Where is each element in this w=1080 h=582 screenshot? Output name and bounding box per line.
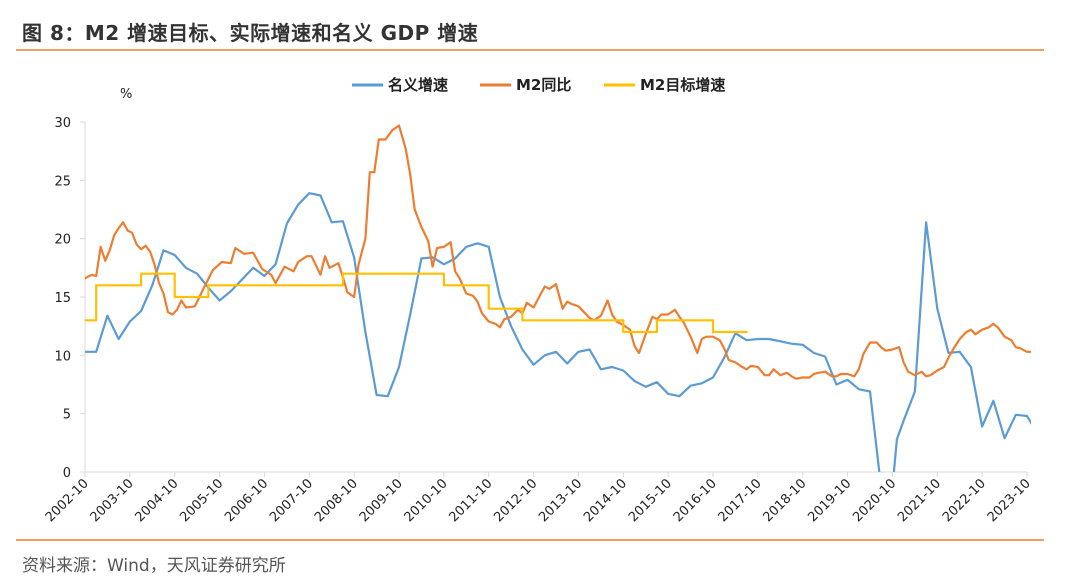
- x-tick-label: 2003-10: [88, 476, 137, 525]
- header-divider: [16, 49, 1044, 51]
- x-tick-label: 2005-10: [177, 476, 226, 525]
- legend-label-nominal: 名义增速: [388, 76, 448, 94]
- series-line-target: [85, 272, 748, 334]
- x-tick-label: 2016-10: [671, 476, 720, 525]
- x-tick-label: 2022-10: [940, 476, 989, 525]
- x-tick-label: 2008-10: [312, 476, 361, 525]
- x-tick-label: 2002-10: [43, 476, 92, 525]
- plot-area: [85, 124, 1031, 472]
- y-tick-label: 20: [54, 233, 71, 248]
- y-tick-label: 5: [63, 408, 71, 423]
- x-tick-label: 2019-10: [805, 476, 854, 525]
- x-tick-label: 2004-10: [133, 476, 182, 525]
- y-tick-label: 10: [54, 349, 71, 364]
- x-axis: 2002-102003-102004-102005-102006-102007-…: [43, 471, 1034, 525]
- x-tick-label: 2015-10: [626, 476, 675, 525]
- legend-label-target: M2目标增速: [640, 76, 725, 94]
- y-tick-label: 0: [63, 466, 71, 481]
- y-axis: 0 5 10 15 20 25 30: [54, 116, 86, 481]
- x-tick-label: 2017-10: [716, 476, 765, 525]
- footer-divider: [16, 539, 1044, 541]
- y-tick-label: 25: [54, 174, 71, 189]
- x-tick-label: 2010-10: [402, 476, 451, 525]
- x-tick-label: 2007-10: [267, 476, 316, 525]
- chart-legend: 名义增速 M2同比 M2目标增速: [352, 76, 725, 94]
- y-axis-unit-label: %: [120, 87, 132, 102]
- x-tick-label: 2006-10: [222, 476, 271, 525]
- x-tick-label: 2014-10: [581, 476, 630, 525]
- x-tick-label: 2018-10: [761, 476, 810, 525]
- page-title: 图 8：M2 增速目标、实际增速和名义 GDP 增速: [22, 21, 479, 45]
- x-tick-label: 2012-10: [491, 476, 540, 525]
- source-note: 资料来源：Wind，天风证券研究所: [22, 556, 286, 576]
- x-tick-label: 2011-10: [447, 476, 496, 525]
- series-line-m2: [85, 124, 1031, 380]
- x-tick-label: 2021-10: [895, 476, 944, 525]
- series-line-nominal: [85, 192, 1031, 472]
- x-tick-label: 2020-10: [850, 476, 899, 525]
- x-tick-label: 2009-10: [357, 476, 406, 525]
- y-tick-label: 15: [54, 291, 71, 306]
- x-tick-label: 2013-10: [536, 476, 585, 525]
- y-tick-label: 30: [54, 116, 71, 131]
- legend-label-m2: M2同比: [516, 76, 571, 94]
- x-tick-label: 2023-10: [985, 476, 1034, 525]
